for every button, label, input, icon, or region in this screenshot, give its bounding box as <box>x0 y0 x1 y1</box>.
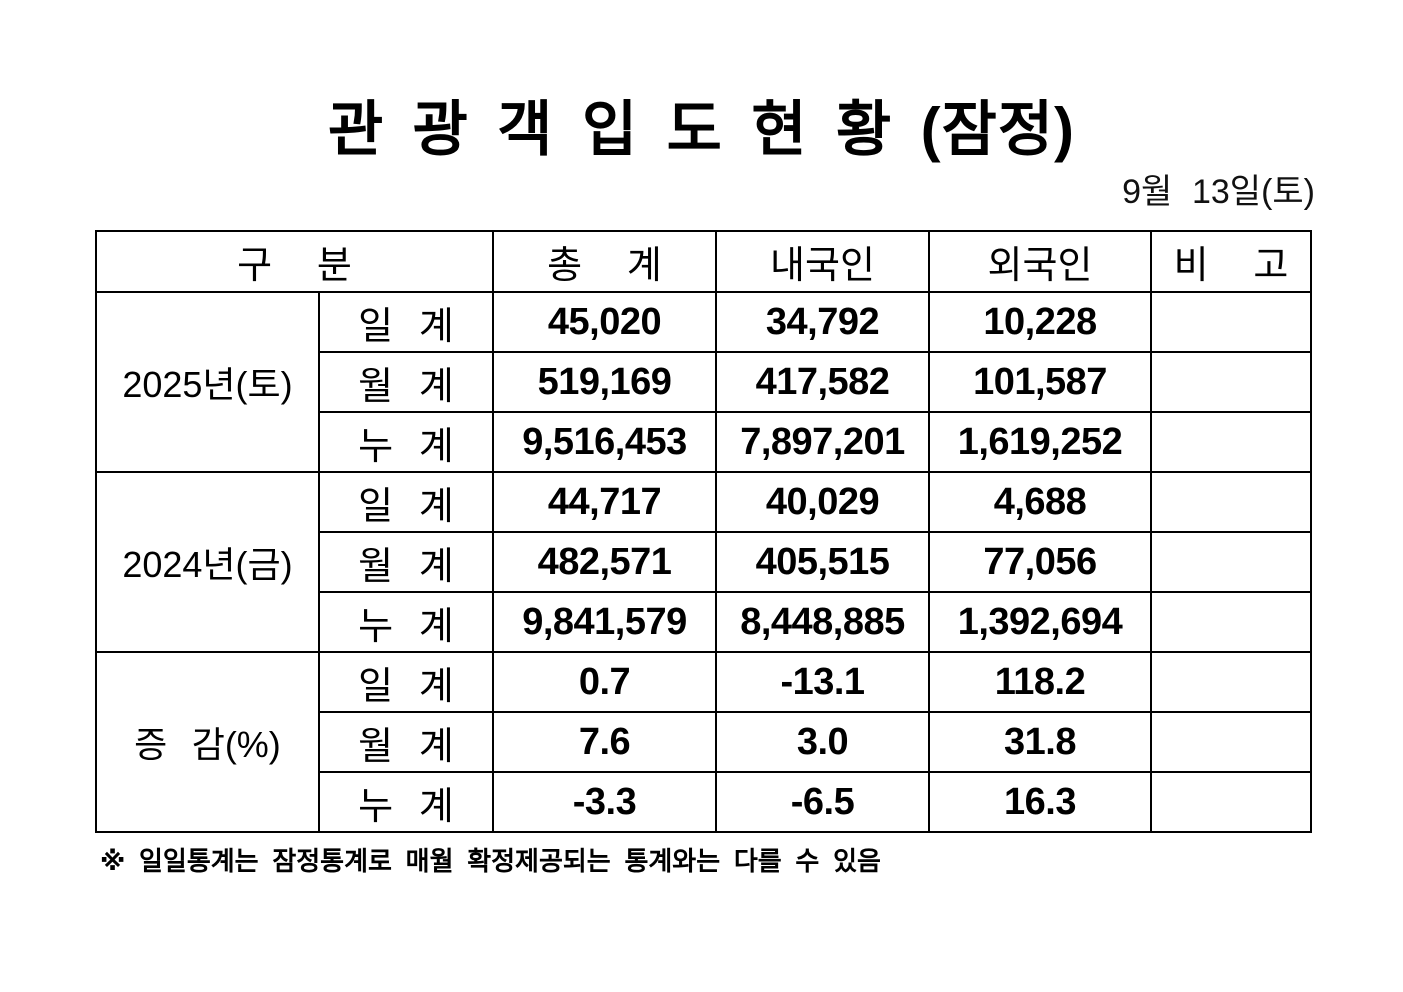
row-label: 누 계 <box>318 591 494 653</box>
remark-cell <box>1150 291 1312 353</box>
total-value: 9,516,453 <box>492 411 717 473</box>
total-value: -3.3 <box>492 771 717 833</box>
foreign-value: 118.2 <box>928 651 1152 713</box>
remark-cell <box>1150 711 1312 773</box>
remark-cell <box>1150 351 1312 413</box>
table-row: 2024년(금) 일 계 44,717 40,029 4,688 <box>95 471 1312 653</box>
domestic-value: -13.1 <box>715 651 930 713</box>
total-value: 519,169 <box>492 351 717 413</box>
table-row: 누 계 9,516,453 7,897,201 1,619,252 <box>96 411 1312 473</box>
domestic-value: 3.0 <box>715 711 930 773</box>
col-header-remark: 비 고 <box>1150 230 1312 293</box>
remark-cell <box>1150 411 1312 473</box>
group-label-2024: 2024년(금) <box>95 471 320 653</box>
domestic-value: 8,448,885 <box>715 591 930 653</box>
table-row: 2025년(토) 일 계 45,020 34,792 10,228 <box>95 291 1312 473</box>
table-row: 월 계 482,571 405,515 77,056 <box>96 531 1312 593</box>
remark-cell <box>1150 591 1312 653</box>
table-row: 누 계 9,841,579 8,448,885 1,392,694 <box>96 591 1312 653</box>
domestic-value: 7,897,201 <box>715 411 930 473</box>
domestic-value: 40,029 <box>715 471 930 533</box>
table-row: 누 계 -3.3 -6.5 16.3 <box>96 771 1312 833</box>
row-label: 일 계 <box>318 651 494 713</box>
domestic-value: 34,792 <box>715 291 930 353</box>
row-label: 월 계 <box>318 351 494 413</box>
tourist-arrival-table: 구 분 총 계 내국인 외국인 비 고 2025년(토) 일 계 45,020 … <box>95 230 1312 833</box>
total-value: 482,571 <box>492 531 717 593</box>
foreign-value: 1,619,252 <box>928 411 1152 473</box>
foreign-value: 1,392,694 <box>928 591 1152 653</box>
foreign-value: 4,688 <box>928 471 1152 533</box>
col-header-total: 총 계 <box>492 230 717 293</box>
foreign-value: 10,228 <box>928 291 1152 353</box>
table-row: 증 감(%) 일 계 0.7 -13.1 118.2 <box>95 651 1312 833</box>
footnote: ※ 일일통계는 잠정통계로 매월 확정제공되는 통계와는 다를 수 있음 <box>100 846 881 876</box>
report-date: 9월 13일(토) <box>1122 173 1315 211</box>
col-header-domestic: 내국인 <box>715 230 930 293</box>
remark-cell <box>1150 771 1312 833</box>
total-value: 0.7 <box>492 651 717 713</box>
page-title: 관 광 객 입 도 현 황 (잠정) <box>327 96 1076 163</box>
table-row: 월 계 7.6 3.0 31.8 <box>96 711 1312 773</box>
total-value: 45,020 <box>492 291 717 353</box>
row-label: 월 계 <box>318 531 494 593</box>
foreign-value: 101,587 <box>928 351 1152 413</box>
col-header-category: 구 분 <box>95 230 494 293</box>
total-value: 9,841,579 <box>492 591 717 653</box>
foreign-value: 77,056 <box>928 531 1152 593</box>
row-label: 누 계 <box>318 411 494 473</box>
row-label: 일 계 <box>318 471 494 533</box>
row-label: 일 계 <box>318 291 494 353</box>
foreign-value: 16.3 <box>928 771 1152 833</box>
table-row: 월 계 519,169 417,582 101,587 <box>96 351 1312 413</box>
header-row: 구 분 총 계 내국인 외국인 비 고 <box>95 230 1312 293</box>
row-label: 누 계 <box>318 771 494 833</box>
remark-cell <box>1150 651 1312 713</box>
domestic-value: 417,582 <box>715 351 930 413</box>
foreign-value: 31.8 <box>928 711 1152 773</box>
group-label-change: 증 감(%) <box>95 651 320 833</box>
col-header-foreign: 외국인 <box>928 230 1152 293</box>
total-value: 7.6 <box>492 711 717 773</box>
remark-cell <box>1150 471 1312 533</box>
domestic-value: 405,515 <box>715 531 930 593</box>
row-label: 월 계 <box>318 711 494 773</box>
group-label-2025: 2025년(토) <box>95 291 320 473</box>
total-value: 44,717 <box>492 471 717 533</box>
remark-cell <box>1150 531 1312 593</box>
domestic-value: -6.5 <box>715 771 930 833</box>
